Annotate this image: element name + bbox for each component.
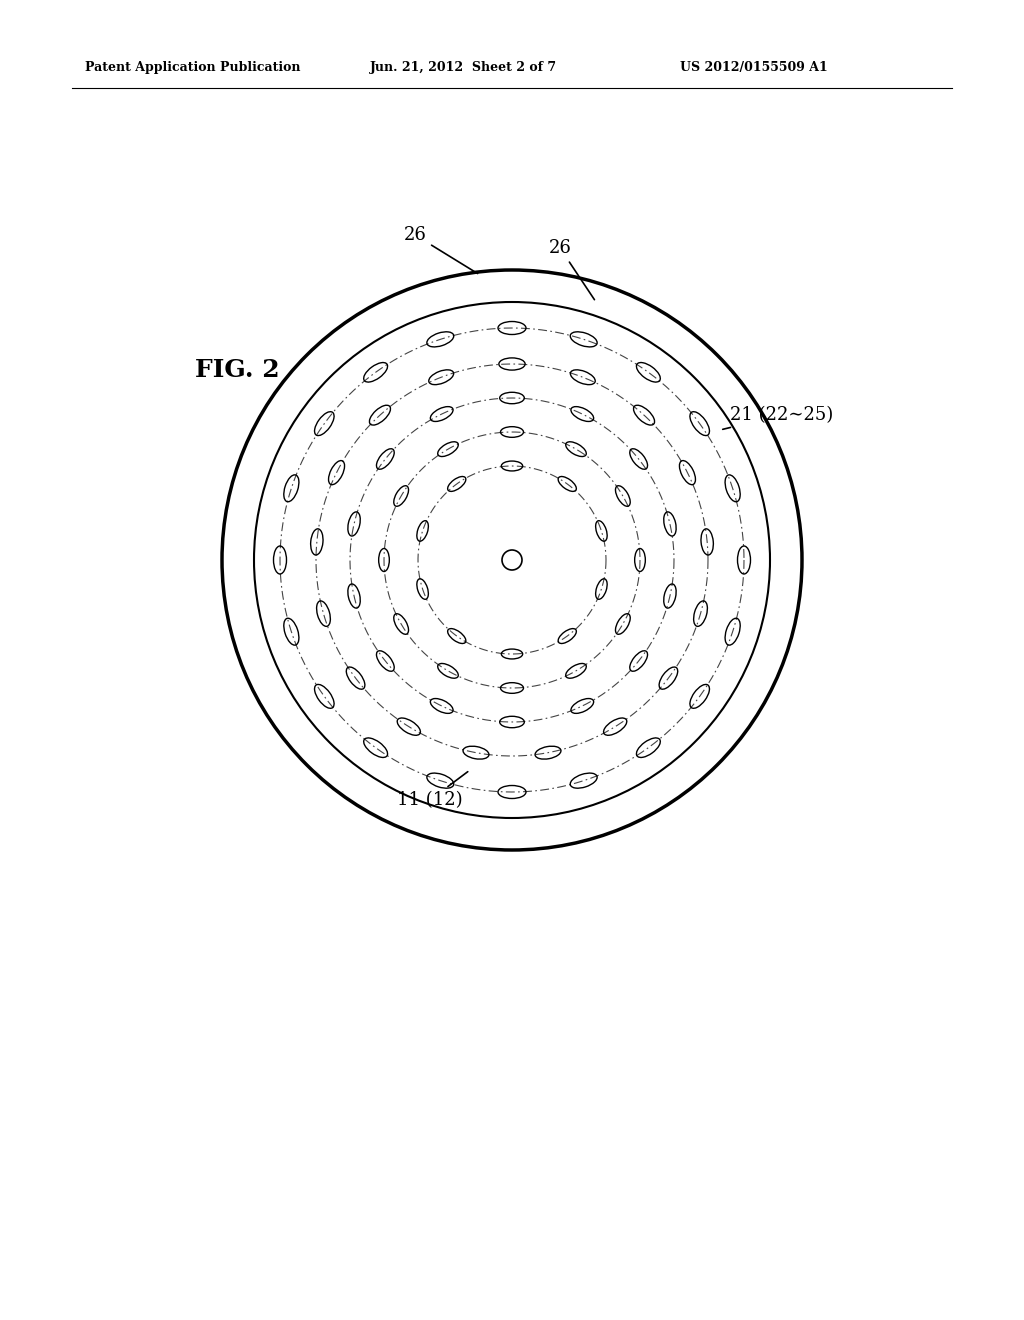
Text: Patent Application Publication: Patent Application Publication: [85, 62, 300, 74]
Text: 11 (12): 11 (12): [397, 772, 468, 809]
Text: FIG. 2: FIG. 2: [195, 358, 280, 381]
Text: US 2012/0155509 A1: US 2012/0155509 A1: [680, 62, 827, 74]
Text: 26: 26: [403, 226, 477, 273]
Text: 21 (22∼25): 21 (22∼25): [723, 407, 834, 429]
Text: Jun. 21, 2012  Sheet 2 of 7: Jun. 21, 2012 Sheet 2 of 7: [370, 62, 557, 74]
Text: 26: 26: [549, 239, 595, 300]
